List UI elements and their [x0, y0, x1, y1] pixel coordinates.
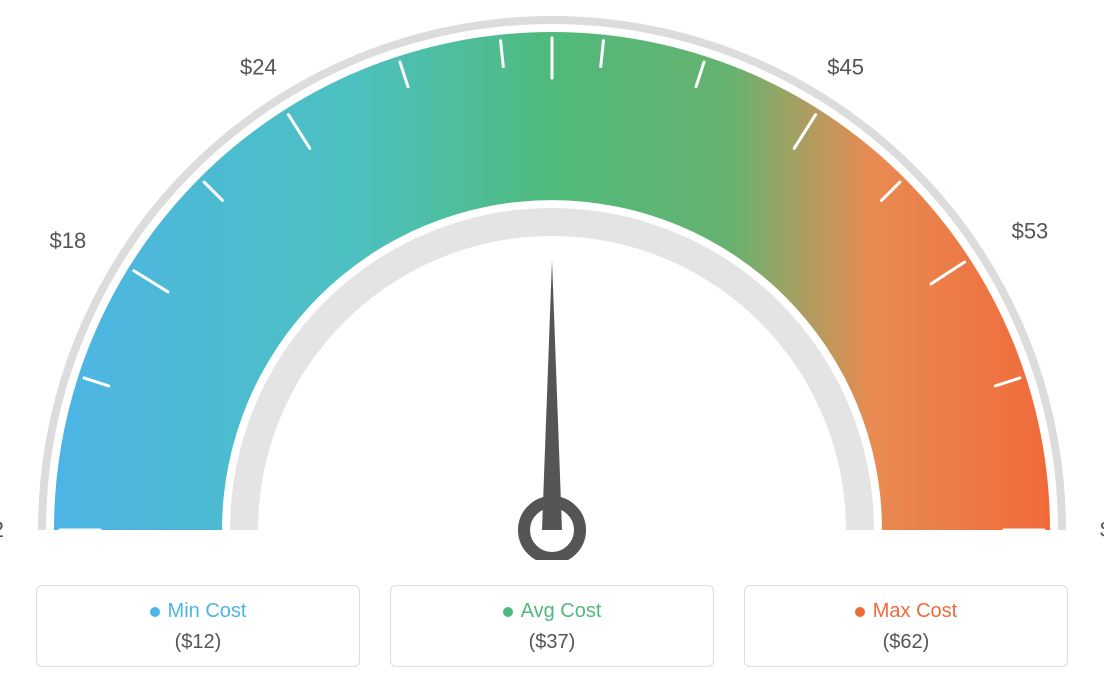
legend-card-min: Min Cost ($12) — [36, 585, 360, 667]
cost-gauge: $12$18$24$37$45$53$62 — [0, 0, 1104, 560]
legend-card-max: Max Cost ($62) — [744, 585, 1068, 667]
svg-text:$12: $12 — [0, 517, 4, 542]
legend-label-max: Max Cost — [873, 600, 957, 623]
legend-value-avg: ($37) — [401, 631, 703, 654]
legend-label-min: Min Cost — [168, 600, 247, 623]
dot-min — [150, 607, 160, 617]
dot-max — [855, 607, 865, 617]
svg-text:$53: $53 — [1012, 219, 1049, 244]
svg-text:$24: $24 — [240, 54, 277, 79]
legend-row: Min Cost ($12) Avg Cost ($37) Max Cost (… — [36, 585, 1068, 667]
legend-label-avg: Avg Cost — [521, 600, 602, 623]
svg-text:$18: $18 — [50, 228, 87, 253]
svg-text:$62: $62 — [1100, 517, 1104, 542]
legend-card-avg: Avg Cost ($37) — [390, 585, 714, 667]
legend-value-min: ($12) — [47, 631, 349, 654]
dot-avg — [503, 607, 513, 617]
svg-text:$45: $45 — [827, 54, 864, 79]
legend-value-max: ($62) — [755, 631, 1057, 654]
